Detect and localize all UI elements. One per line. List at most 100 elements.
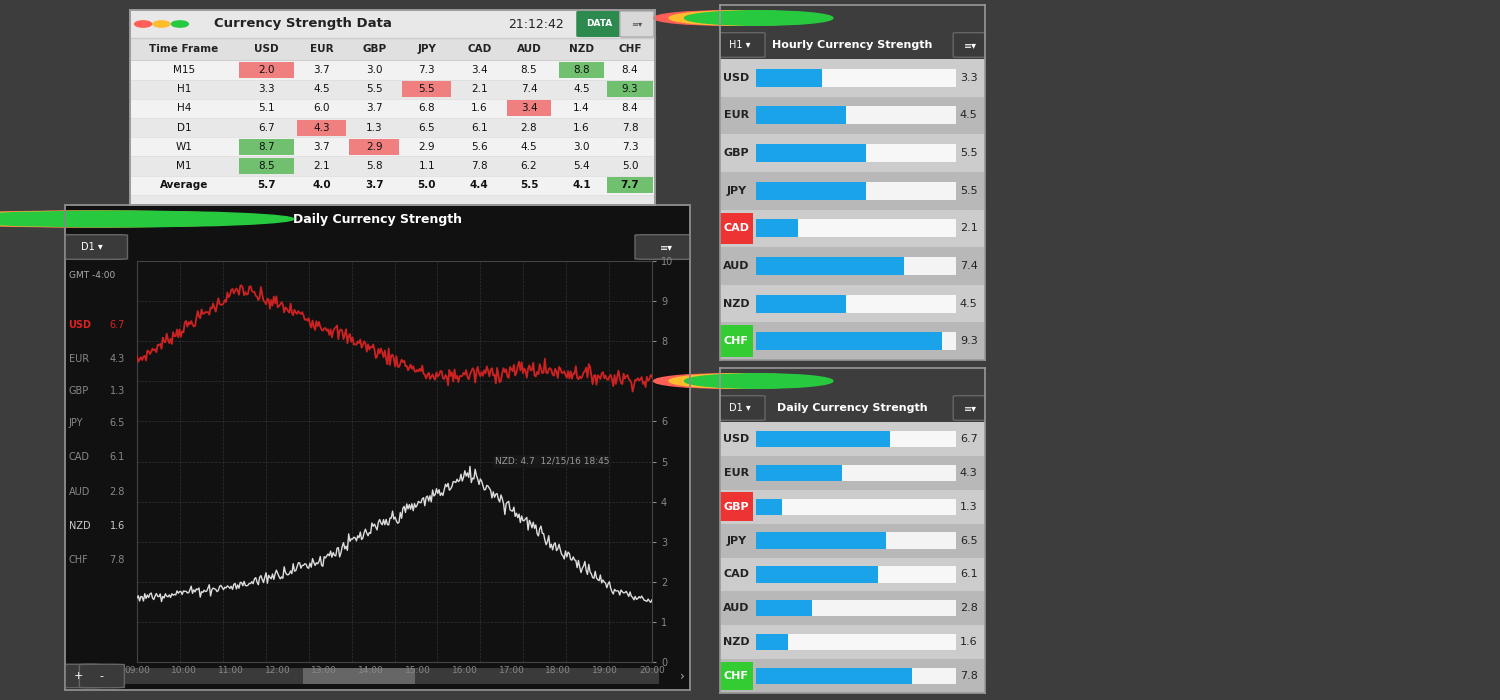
Text: 2.9: 2.9: [366, 142, 382, 152]
Text: NZD: NZD: [568, 44, 594, 54]
Text: 3.4: 3.4: [520, 104, 537, 113]
Bar: [720, 172, 986, 209]
Bar: [756, 566, 878, 582]
Text: GMT -4:00: GMT -4:00: [69, 270, 116, 279]
Text: H4: H4: [177, 104, 190, 113]
Text: 21:12:42: 21:12:42: [509, 18, 564, 31]
Text: NZD: NZD: [723, 637, 750, 648]
Text: 8.4: 8.4: [621, 104, 639, 113]
Bar: [756, 498, 782, 514]
Text: 7.4: 7.4: [520, 84, 537, 95]
Text: 1.3: 1.3: [366, 122, 382, 132]
Text: 7.8: 7.8: [960, 671, 978, 681]
Bar: [756, 257, 904, 275]
Text: 1.6: 1.6: [110, 521, 125, 531]
Bar: [238, 62, 294, 78]
Text: 1.3: 1.3: [110, 386, 125, 396]
Circle shape: [0, 211, 273, 227]
Text: 6.1: 6.1: [960, 569, 978, 580]
Text: 5.5: 5.5: [419, 84, 435, 95]
Text: +: +: [74, 671, 82, 681]
Text: 6.7: 6.7: [258, 122, 274, 132]
Text: 5.6: 5.6: [471, 142, 488, 152]
Text: CAD: CAD: [466, 44, 492, 54]
Text: 7.7: 7.7: [621, 181, 639, 190]
Text: Daily Currency Strength: Daily Currency Strength: [292, 213, 462, 225]
Text: EUR: EUR: [310, 44, 333, 54]
Text: GBP: GBP: [69, 386, 88, 396]
Text: 14:00: 14:00: [358, 666, 384, 676]
Text: 19:00: 19:00: [592, 666, 618, 676]
FancyBboxPatch shape: [620, 11, 654, 37]
Text: 6.7: 6.7: [110, 320, 125, 330]
Text: 10:00: 10:00: [171, 666, 196, 676]
Bar: [720, 662, 753, 690]
Bar: [303, 668, 416, 685]
Text: 4.3: 4.3: [314, 122, 330, 132]
Text: CAD: CAD: [69, 452, 90, 463]
Text: USD: USD: [69, 320, 92, 330]
Text: GBP: GBP: [362, 44, 386, 54]
Text: 5.0: 5.0: [417, 181, 436, 190]
FancyBboxPatch shape: [717, 395, 765, 420]
Text: 2.1: 2.1: [314, 161, 330, 171]
Text: AUD: AUD: [723, 603, 750, 613]
Text: JPY: JPY: [69, 419, 82, 428]
Bar: [720, 97, 986, 134]
Text: 6.2: 6.2: [520, 161, 537, 171]
Bar: [756, 144, 956, 162]
Text: 15:00: 15:00: [405, 666, 430, 676]
Text: H1: H1: [177, 84, 190, 95]
Text: 09:00: 09:00: [124, 666, 150, 676]
Text: 7.3: 7.3: [621, 142, 639, 152]
Text: ≡▾: ≡▾: [660, 242, 674, 252]
Bar: [130, 99, 656, 118]
Text: M1: M1: [176, 161, 192, 171]
Text: 7.4: 7.4: [960, 261, 978, 271]
Text: 4.5: 4.5: [520, 142, 537, 152]
Text: 13:00: 13:00: [312, 666, 338, 676]
Bar: [238, 139, 294, 155]
Bar: [297, 120, 346, 136]
Circle shape: [171, 21, 189, 27]
Bar: [720, 213, 753, 244]
Bar: [720, 247, 986, 285]
Bar: [720, 323, 986, 360]
Bar: [130, 60, 656, 80]
Text: 8.8: 8.8: [573, 65, 590, 75]
Bar: [756, 69, 956, 87]
Bar: [756, 600, 956, 617]
Text: 6.1: 6.1: [110, 452, 125, 463]
Circle shape: [684, 10, 832, 25]
Text: 1.6: 1.6: [471, 104, 488, 113]
Text: 2.1: 2.1: [471, 84, 488, 95]
Text: 4.1: 4.1: [572, 181, 591, 190]
Text: CHF: CHF: [69, 554, 88, 565]
Text: USD: USD: [723, 73, 750, 83]
Circle shape: [669, 374, 818, 388]
Text: ≡▾: ≡▾: [964, 403, 976, 413]
Text: USD: USD: [254, 44, 279, 54]
Text: 8.5: 8.5: [258, 161, 274, 171]
Text: 7.3: 7.3: [419, 65, 435, 75]
Text: 9.3: 9.3: [621, 84, 639, 95]
Text: GBP: GBP: [723, 148, 748, 158]
Bar: [720, 209, 986, 247]
Bar: [756, 106, 846, 125]
Bar: [720, 59, 986, 97]
Text: 1.1: 1.1: [419, 161, 435, 171]
Text: 5.5: 5.5: [960, 186, 978, 196]
Bar: [130, 156, 656, 176]
Text: D1: D1: [177, 122, 190, 132]
Text: 6.8: 6.8: [419, 104, 435, 113]
Text: CHF: CHF: [724, 336, 748, 346]
Text: 1.6: 1.6: [573, 122, 590, 132]
Text: 8.4: 8.4: [621, 65, 639, 75]
Circle shape: [0, 211, 254, 227]
Text: 7.8: 7.8: [110, 554, 125, 565]
Text: 4.5: 4.5: [960, 111, 978, 120]
Text: 3.4: 3.4: [471, 65, 488, 75]
FancyBboxPatch shape: [56, 234, 128, 259]
Text: NZD: NZD: [723, 299, 750, 309]
Bar: [756, 498, 956, 514]
